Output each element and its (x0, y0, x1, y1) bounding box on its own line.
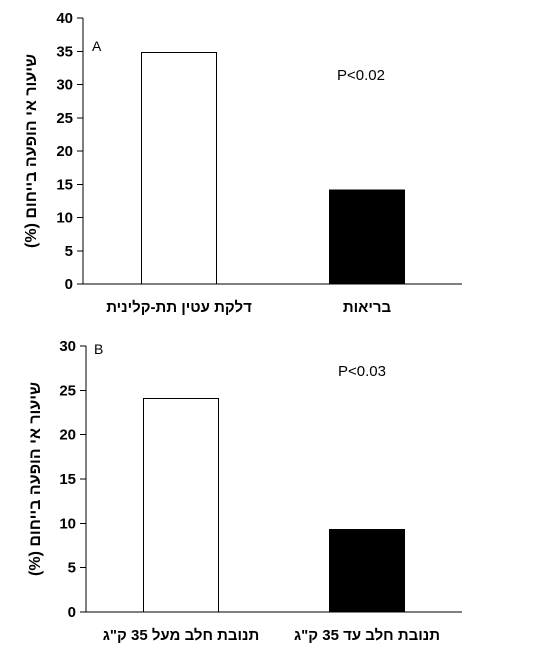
y-tick-label: 15 (59, 471, 76, 488)
bar (143, 397, 219, 613)
y-tick-label: 0 (68, 604, 76, 621)
y-axis-label: שיעור אי הופעה בייחום (%) (27, 382, 44, 576)
y-tick-label: 5 (65, 243, 73, 260)
bar (329, 189, 405, 285)
y-tick-label: 15 (56, 176, 73, 193)
panel-label: A (92, 38, 102, 54)
category-labels: תנובת חלב מעל 35 ק"ג תנובת חלב עד 35 ק"ג (103, 627, 440, 644)
y-tick-label: 20 (56, 143, 73, 160)
y-tick-label: 5 (68, 560, 76, 577)
bar (141, 52, 217, 285)
category-label: בריאות (343, 299, 392, 316)
category-label: תנובת חלב מעל 35 ק"ג (103, 627, 260, 644)
y-tick-label: 40 (56, 10, 73, 27)
y-tick-label: 30 (56, 77, 73, 94)
chart-panel-a: 0 5 10 15 20 25 30 35 40 דלקת עטין תת-קלינית בריא… (23, 10, 462, 316)
y-tick-label: 0 (65, 276, 73, 293)
category-label: דלקת עטין תת-קלינית (106, 299, 252, 316)
y-ticks: 0 5 10 15 20 25 30 (59, 338, 86, 621)
y-tick-label: 35 (56, 43, 73, 60)
bars (143, 397, 405, 613)
y-tick-label: 25 (56, 110, 73, 127)
y-tick-label: 20 (59, 427, 76, 444)
y-axis-label: שיעור אי הופעה בייחום (%) (23, 54, 40, 248)
p-value-annotation: P<0.02 (337, 67, 385, 84)
y-tick-label: 25 (59, 382, 76, 399)
panel-label: B (94, 341, 103, 357)
p-value-annotation: P<0.03 (338, 363, 386, 380)
y-tick-label: 10 (56, 210, 73, 227)
category-label: תנובת חלב עד 35 ק"ג (294, 627, 440, 644)
category-labels: דלקת עטין תת-קלינית בריאות (106, 299, 391, 316)
bar (329, 529, 405, 613)
y-ticks: 0 5 10 15 20 25 30 35 40 (56, 10, 83, 293)
bars (141, 52, 405, 285)
y-tick-label: 30 (59, 338, 76, 355)
y-tick-label: 10 (59, 515, 76, 532)
